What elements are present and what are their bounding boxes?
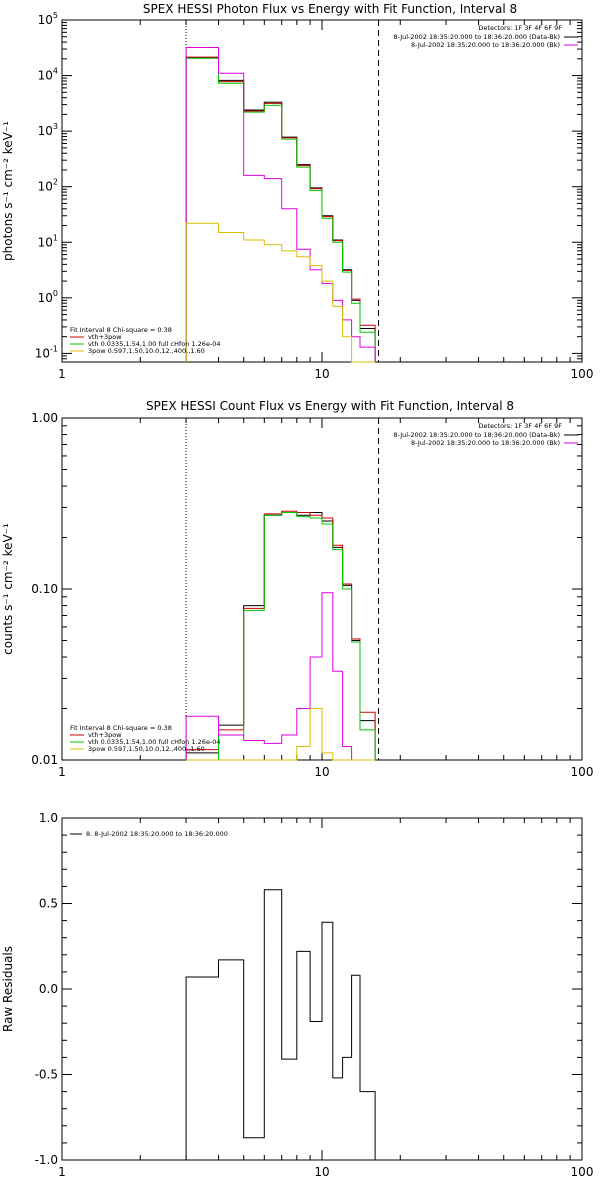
photon-fit-legend: Fit Interval 8 Chi-square = 0.38vth+3pow… [70,326,221,355]
header-legend-entry: 8-Jul-2002 18:35:20.000 to 18:36:20.000 … [393,33,560,41]
y-tick-label: 100 [38,289,58,305]
residuals-x-tick-labels: 1 10 100 [58,1165,593,1179]
y-tick-label: 101 [38,233,58,249]
photon-y-axis-ticks [62,19,582,363]
x-tick-label: 100 [571,1165,594,1179]
y-tick-label: 103 [38,122,58,138]
count-series-3 [185,592,376,761]
y-tick-label: 104 [38,67,58,83]
y-tick-label: 1.00 [31,411,58,425]
y-tick-label: 0.5 [39,897,58,911]
fit-legend-entry: vth+3pow [88,731,122,739]
header-legend-entry: 8-Jul-2002 18:35:20.000 to 18:36:20.000 … [393,431,560,439]
photon-series [185,47,376,363]
x-tick-label: 1 [58,367,66,381]
x-tick-label: 10 [314,367,329,381]
count-header-legend: Detectors: 1F 3F 4F 6F 9F8-Jul-2002 18:3… [393,422,578,447]
count-series-1 [185,510,376,760]
photon-x-axis-ticks [61,20,571,362]
fit-legend-entry: vth+3pow [88,333,122,341]
residuals-series-0 [185,889,376,1160]
x-tick-label: 10 [314,765,329,779]
count-x-tick-labels: 1 10 100 [58,765,593,779]
x-tick-label: 1 [58,1165,66,1179]
header-legend-entry: 8-Jul-2002 18:35:20.000 to 18:36:20.000 … [411,41,560,49]
photon-flux-panel: SPEX HESSI Photon Flux vs Energy with Fi… [1,2,593,381]
fit-legend-title: Fit Interval 8 Chi-square = 0.38 [70,326,172,334]
photon-y-tick-labels: 105 104 103 102 101 100 10-1 [35,11,58,360]
y-tick-label: 105 [38,11,58,27]
photon-fit-range-lines [185,20,380,362]
residuals-series [185,889,376,1160]
photon-series-1 [185,56,376,362]
y-tick-label: 0.01 [31,753,58,767]
residuals-y-axis-ticks [62,817,582,1161]
y-tick-label: 0.10 [31,582,58,596]
count-fit-legend: Fit Interval 8 Chi-square = 0.38vth+3pow… [70,724,221,753]
y-tick-label: 1.0 [39,811,58,825]
residuals-x-axis-ticks [61,818,571,1160]
count-panel-title: SPEX HESSI Count Flux vs Energy with Fit… [146,399,514,413]
count-series [185,510,376,761]
fit-legend-entry: 3pow 0.597,1.50,10.0,12.,400.,1.60 [88,745,205,753]
count-fit-range-lines [185,418,380,760]
count-y-axis-label: counts s⁻¹ cm⁻² keV⁻¹ [1,523,15,655]
residuals-panel: 1 10 100 1.0 0.5 0.0 -0.5 -1.0 Raw Residuals 8… [1,811,593,1179]
residuals-legend: 8. 8-Jul-2002 18:35:20.000 to 18:36:20.0… [70,830,228,838]
residuals-y-tick-labels: 1.0 0.5 0.0 -0.5 -1.0 [35,811,58,1167]
residuals-legend-entry: 8. 8-Jul-2002 18:35:20.000 to 18:36:20.0… [86,830,228,838]
photon-y-axis-label: photons s⁻¹ cm⁻² keV⁻¹ [1,121,15,261]
x-tick-label: 100 [571,765,594,779]
count-flux-panel: SPEX HESSI Count Flux vs Energy with Fit… [1,399,593,779]
x-tick-label: 100 [571,367,594,381]
y-tick-label: -0.5 [35,1068,58,1082]
count-y-tick-labels: 1.00 0.10 0.01 [31,411,58,767]
count-series-0 [185,512,376,760]
fit-legend-entry: vth 0.0335,1.54,1.00 full cHfon 1.26e-04 [88,738,221,746]
x-tick-label: 1 [58,765,66,779]
photon-x-tick-labels: 1 10 100 [58,367,593,381]
fit-legend-title: Fit Interval 8 Chi-square = 0.38 [70,724,172,732]
y-tick-label: 102 [38,178,58,194]
y-tick-label: 0.0 [39,982,58,996]
photon-series-3 [185,47,376,362]
detectors-label: Detectors: 1F 3F 4F 6F 9F [478,24,562,32]
count-series-2 [186,512,376,761]
y-tick-label: -1.0 [35,1153,58,1167]
x-tick-label: 10 [314,1165,329,1179]
photon-series-4 [185,222,376,363]
photon-panel-title: SPEX HESSI Photon Flux vs Energy with Fi… [143,2,517,16]
header-legend-entry: 8-Jul-2002 18:35:20.000 to 18:36:20.000 … [411,439,560,447]
fit-legend-entry: vth 0.0335,1.54,1.00 full cHfon 1.26e-04 [88,340,221,348]
count-series-4 [186,708,376,761]
fit-legend-entry: 3pow 0.597,1.50,10.0,12.,400.,1.60 [88,347,205,355]
count-y-axis-ticks [62,417,582,761]
residuals-y-axis-label: Raw Residuals [1,946,15,1032]
y-tick-label: 10-1 [35,344,58,360]
count-x-axis-ticks [61,418,571,760]
detectors-label: Detectors: 1F 3F 4F 6F 9F [478,422,562,430]
photon-header-legend: Detectors: 1F 3F 4F 6F 9F8-Jul-2002 18:3… [393,24,578,49]
